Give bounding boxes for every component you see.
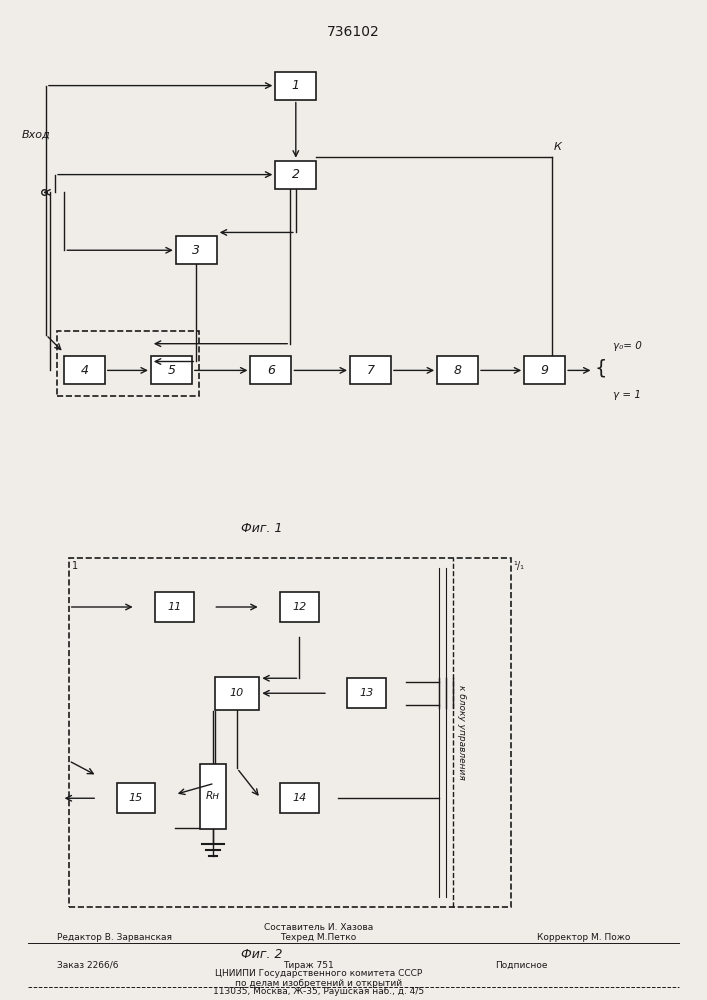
Bar bbox=[155, 592, 194, 622]
Bar bbox=[215, 677, 259, 710]
Text: 10: 10 bbox=[230, 688, 244, 698]
Text: Тираж 751: Тираж 751 bbox=[283, 960, 334, 970]
Bar bbox=[437, 356, 478, 384]
Text: 7: 7 bbox=[366, 364, 375, 377]
Bar bbox=[350, 356, 391, 384]
Text: γ₀= 0: γ₀= 0 bbox=[613, 341, 642, 351]
Text: 12: 12 bbox=[293, 602, 307, 612]
Bar bbox=[69, 558, 511, 907]
Bar bbox=[64, 356, 105, 384]
Bar bbox=[347, 678, 386, 708]
Text: ЦНИИПИ Государственного комитета СССР: ЦНИИПИ Государственного комитета СССР bbox=[214, 970, 422, 978]
Bar bbox=[57, 331, 199, 396]
Text: Заказ 2266/6: Заказ 2266/6 bbox=[57, 960, 118, 970]
Bar bbox=[117, 783, 156, 813]
Text: Rн: Rн bbox=[206, 791, 220, 801]
Text: 2: 2 bbox=[292, 168, 300, 181]
Bar bbox=[176, 236, 217, 264]
Text: 8: 8 bbox=[454, 364, 462, 377]
Text: 15: 15 bbox=[129, 793, 143, 803]
Text: 11: 11 bbox=[168, 602, 182, 612]
Bar bbox=[280, 783, 319, 813]
Text: 4: 4 bbox=[81, 364, 88, 377]
Text: Редактор В. Зарванская: Редактор В. Зарванская bbox=[57, 932, 172, 942]
Text: Корректор М. Пожо: Корректор М. Пожо bbox=[537, 932, 631, 942]
Text: 736102: 736102 bbox=[327, 25, 380, 39]
Text: Техред М.Петко: Техред М.Петко bbox=[280, 932, 356, 942]
Bar bbox=[280, 592, 319, 622]
Text: 113035, Москва, Ж-35, Раушская наб., д. 4/5: 113035, Москва, Ж-35, Раушская наб., д. … bbox=[213, 988, 423, 996]
Text: Фиг. 1: Фиг. 1 bbox=[241, 522, 282, 535]
Text: К: К bbox=[554, 142, 562, 152]
Text: 1: 1 bbox=[72, 561, 78, 571]
Text: 9: 9 bbox=[541, 364, 549, 377]
Text: {: { bbox=[595, 359, 607, 378]
Bar bbox=[524, 356, 565, 384]
Text: 1: 1 bbox=[292, 79, 300, 92]
Text: Подписное: Подписное bbox=[495, 960, 547, 970]
Text: 14: 14 bbox=[293, 793, 307, 803]
Text: Составитель И. Хазова: Составитель И. Хазова bbox=[264, 922, 373, 932]
Text: 5: 5 bbox=[168, 364, 175, 377]
Text: 13: 13 bbox=[360, 688, 374, 698]
Text: γ = 1: γ = 1 bbox=[613, 390, 641, 400]
Text: по делам изобретений и открытий: по делам изобретений и открытий bbox=[235, 978, 402, 988]
Bar bbox=[275, 161, 316, 189]
Text: 3: 3 bbox=[192, 244, 200, 257]
Bar bbox=[199, 764, 226, 829]
Text: Вход: Вход bbox=[22, 130, 51, 140]
Text: Фиг. 2: Фиг. 2 bbox=[241, 948, 282, 961]
Bar bbox=[250, 356, 291, 384]
Text: к блоку управления: к блоку управления bbox=[457, 685, 467, 780]
Bar bbox=[151, 356, 192, 384]
Bar bbox=[275, 72, 316, 100]
Text: ¹/₁: ¹/₁ bbox=[513, 561, 524, 571]
Text: 6: 6 bbox=[267, 364, 275, 377]
